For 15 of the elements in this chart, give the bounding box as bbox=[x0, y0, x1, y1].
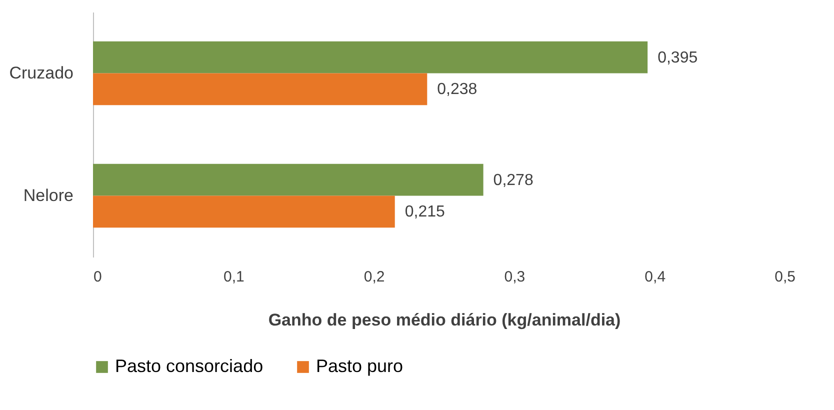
y-tick-label: Cruzado bbox=[9, 63, 74, 82]
data-label: 0,395 bbox=[658, 49, 698, 66]
x-tick-label: 0,3 bbox=[504, 268, 526, 286]
legend-label: Pasto puro bbox=[316, 356, 404, 376]
x-tick-label: 0,5 bbox=[774, 268, 796, 286]
x-tick-label: 0 bbox=[94, 268, 102, 286]
x-axis-title: Ganho de peso médio diário (kg/animal/dia) bbox=[268, 310, 621, 330]
x-tick-label: 0,2 bbox=[364, 268, 385, 286]
legend-label: Pasto consorciado bbox=[115, 356, 264, 376]
data-label: 0,215 bbox=[404, 204, 445, 221]
x-tick-label: 0,1 bbox=[223, 268, 244, 286]
data-label: 0,278 bbox=[493, 172, 534, 189]
data-label: 0,238 bbox=[437, 81, 478, 98]
y-tick-label: Nelore bbox=[23, 186, 74, 205]
x-tick-label: 0,4 bbox=[644, 268, 666, 286]
